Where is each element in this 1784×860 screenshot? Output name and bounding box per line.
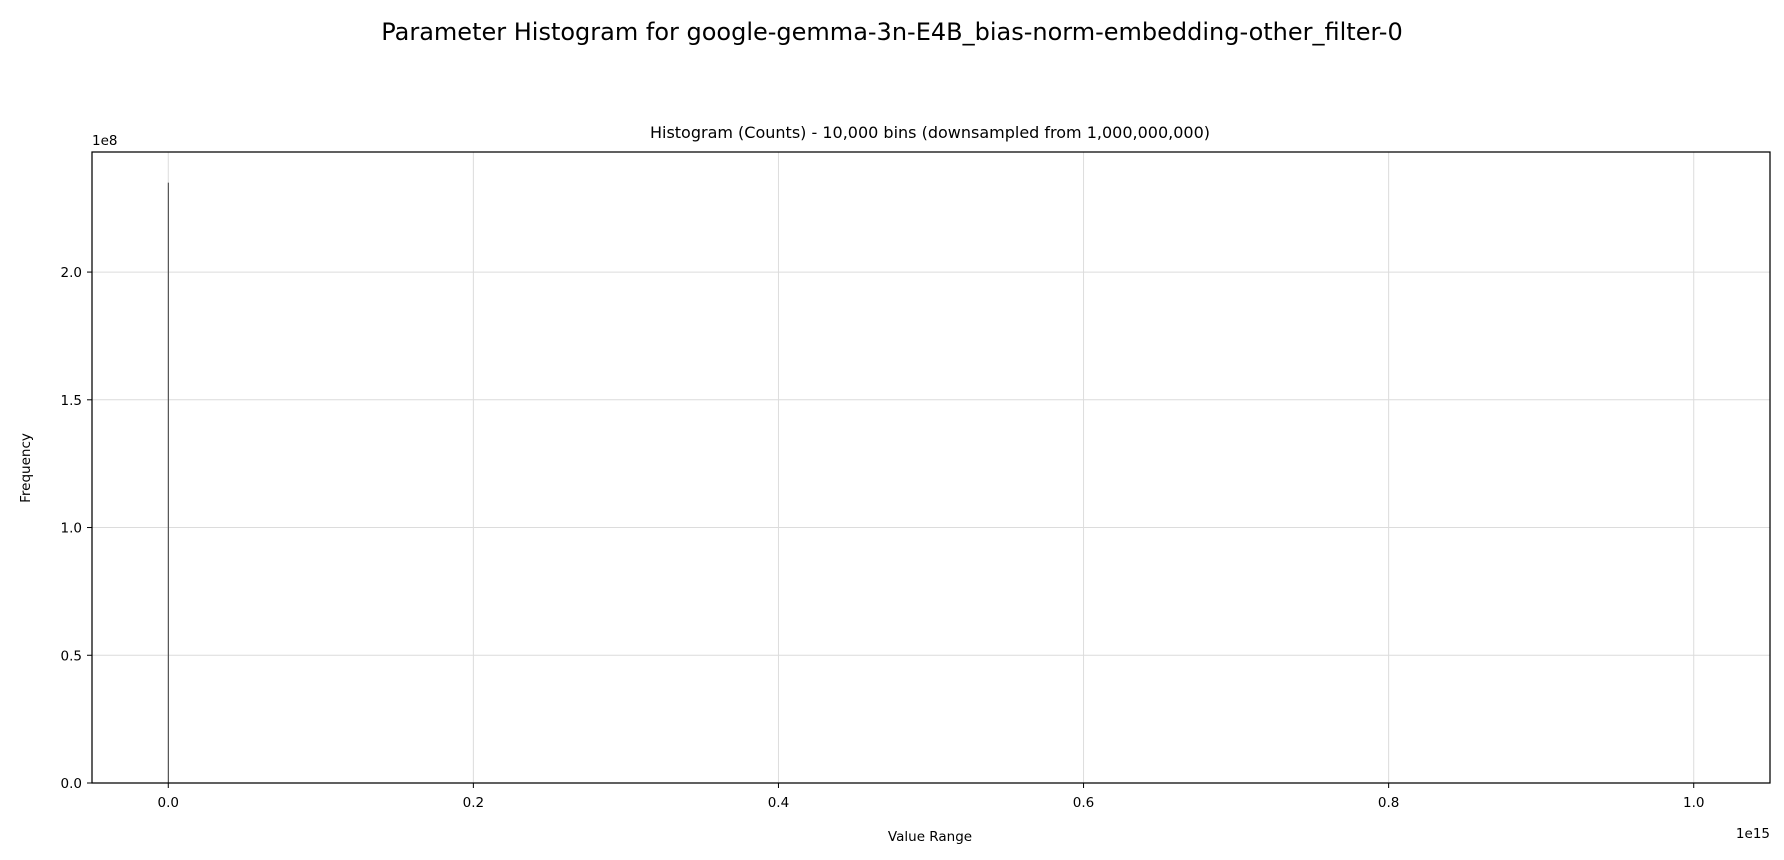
y-offset-label: 1e8 [92, 133, 117, 149]
x-tick-label: 0.2 [463, 795, 484, 811]
histogram-bar [167, 182, 169, 783]
y-tick-label: 2.0 [61, 265, 82, 281]
x-axis-label: Value Range [888, 829, 972, 845]
x-offset-label: 1e15 [1736, 826, 1770, 842]
x-tick-label: 0.6 [1073, 795, 1094, 811]
grid-layer [92, 152, 1770, 784]
bar-layer [167, 182, 169, 783]
x-tick-label: 1.0 [1683, 795, 1704, 811]
tick-layer: 0.0 0.2 0.4 0.6 0.8 1.0 0.0 0.5 1.0 1.5 2.0 [61, 265, 1705, 811]
y-axis-label: Frequency [18, 433, 34, 503]
x-tick-label: 0.4 [768, 795, 789, 811]
y-tick-label: 0.0 [61, 776, 82, 792]
x-tick-label: 0.8 [1378, 795, 1399, 811]
y-tick-label: 0.5 [61, 648, 82, 664]
plot-frame [91, 151, 1771, 784]
x-tick-label: 0.0 [158, 795, 179, 811]
y-tick-label: 1.5 [61, 393, 82, 409]
y-tick-label: 1.0 [61, 521, 82, 537]
figure-suptitle: Parameter Histogram for google-gemma-3n-… [381, 18, 1403, 46]
axes-title: Histogram (Counts) - 10,000 bins (downsa… [650, 123, 1210, 142]
